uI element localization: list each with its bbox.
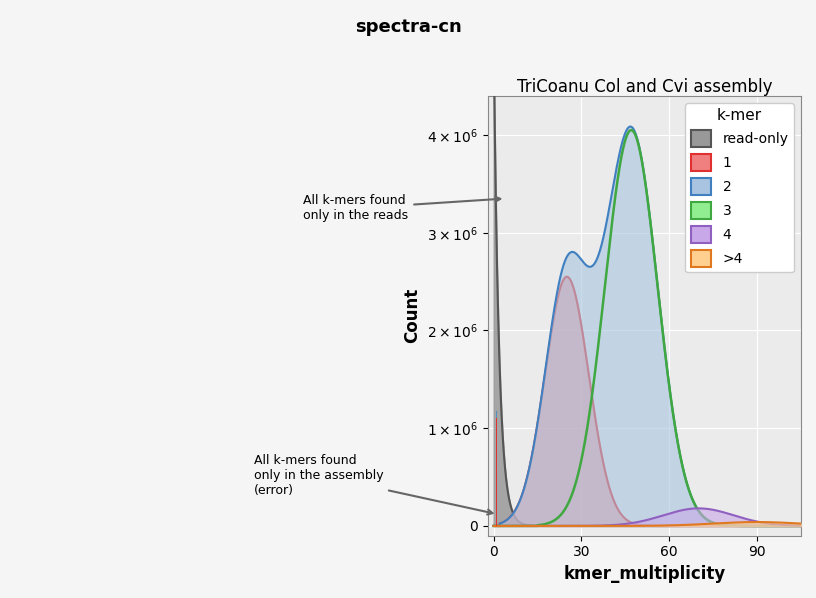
Legend: read-only, 1, 2, 3, 4, >4: read-only, 1, 2, 3, 4, >4 xyxy=(685,103,794,272)
Bar xyxy=(496,411,497,419)
Text: All k-mers found
only in the reads: All k-mers found only in the reads xyxy=(304,194,500,222)
X-axis label: kmer_multiplicity: kmer_multiplicity xyxy=(563,565,725,583)
Title: TriCoanu Col and Cvi assembly: TriCoanu Col and Cvi assembly xyxy=(517,78,772,96)
Text: spectra-cn: spectra-cn xyxy=(355,18,461,36)
Y-axis label: Count: Count xyxy=(403,288,421,343)
Bar xyxy=(496,419,497,526)
Text: All k-mers found
only in the assembly
(error): All k-mers found only in the assembly (e… xyxy=(254,454,493,514)
